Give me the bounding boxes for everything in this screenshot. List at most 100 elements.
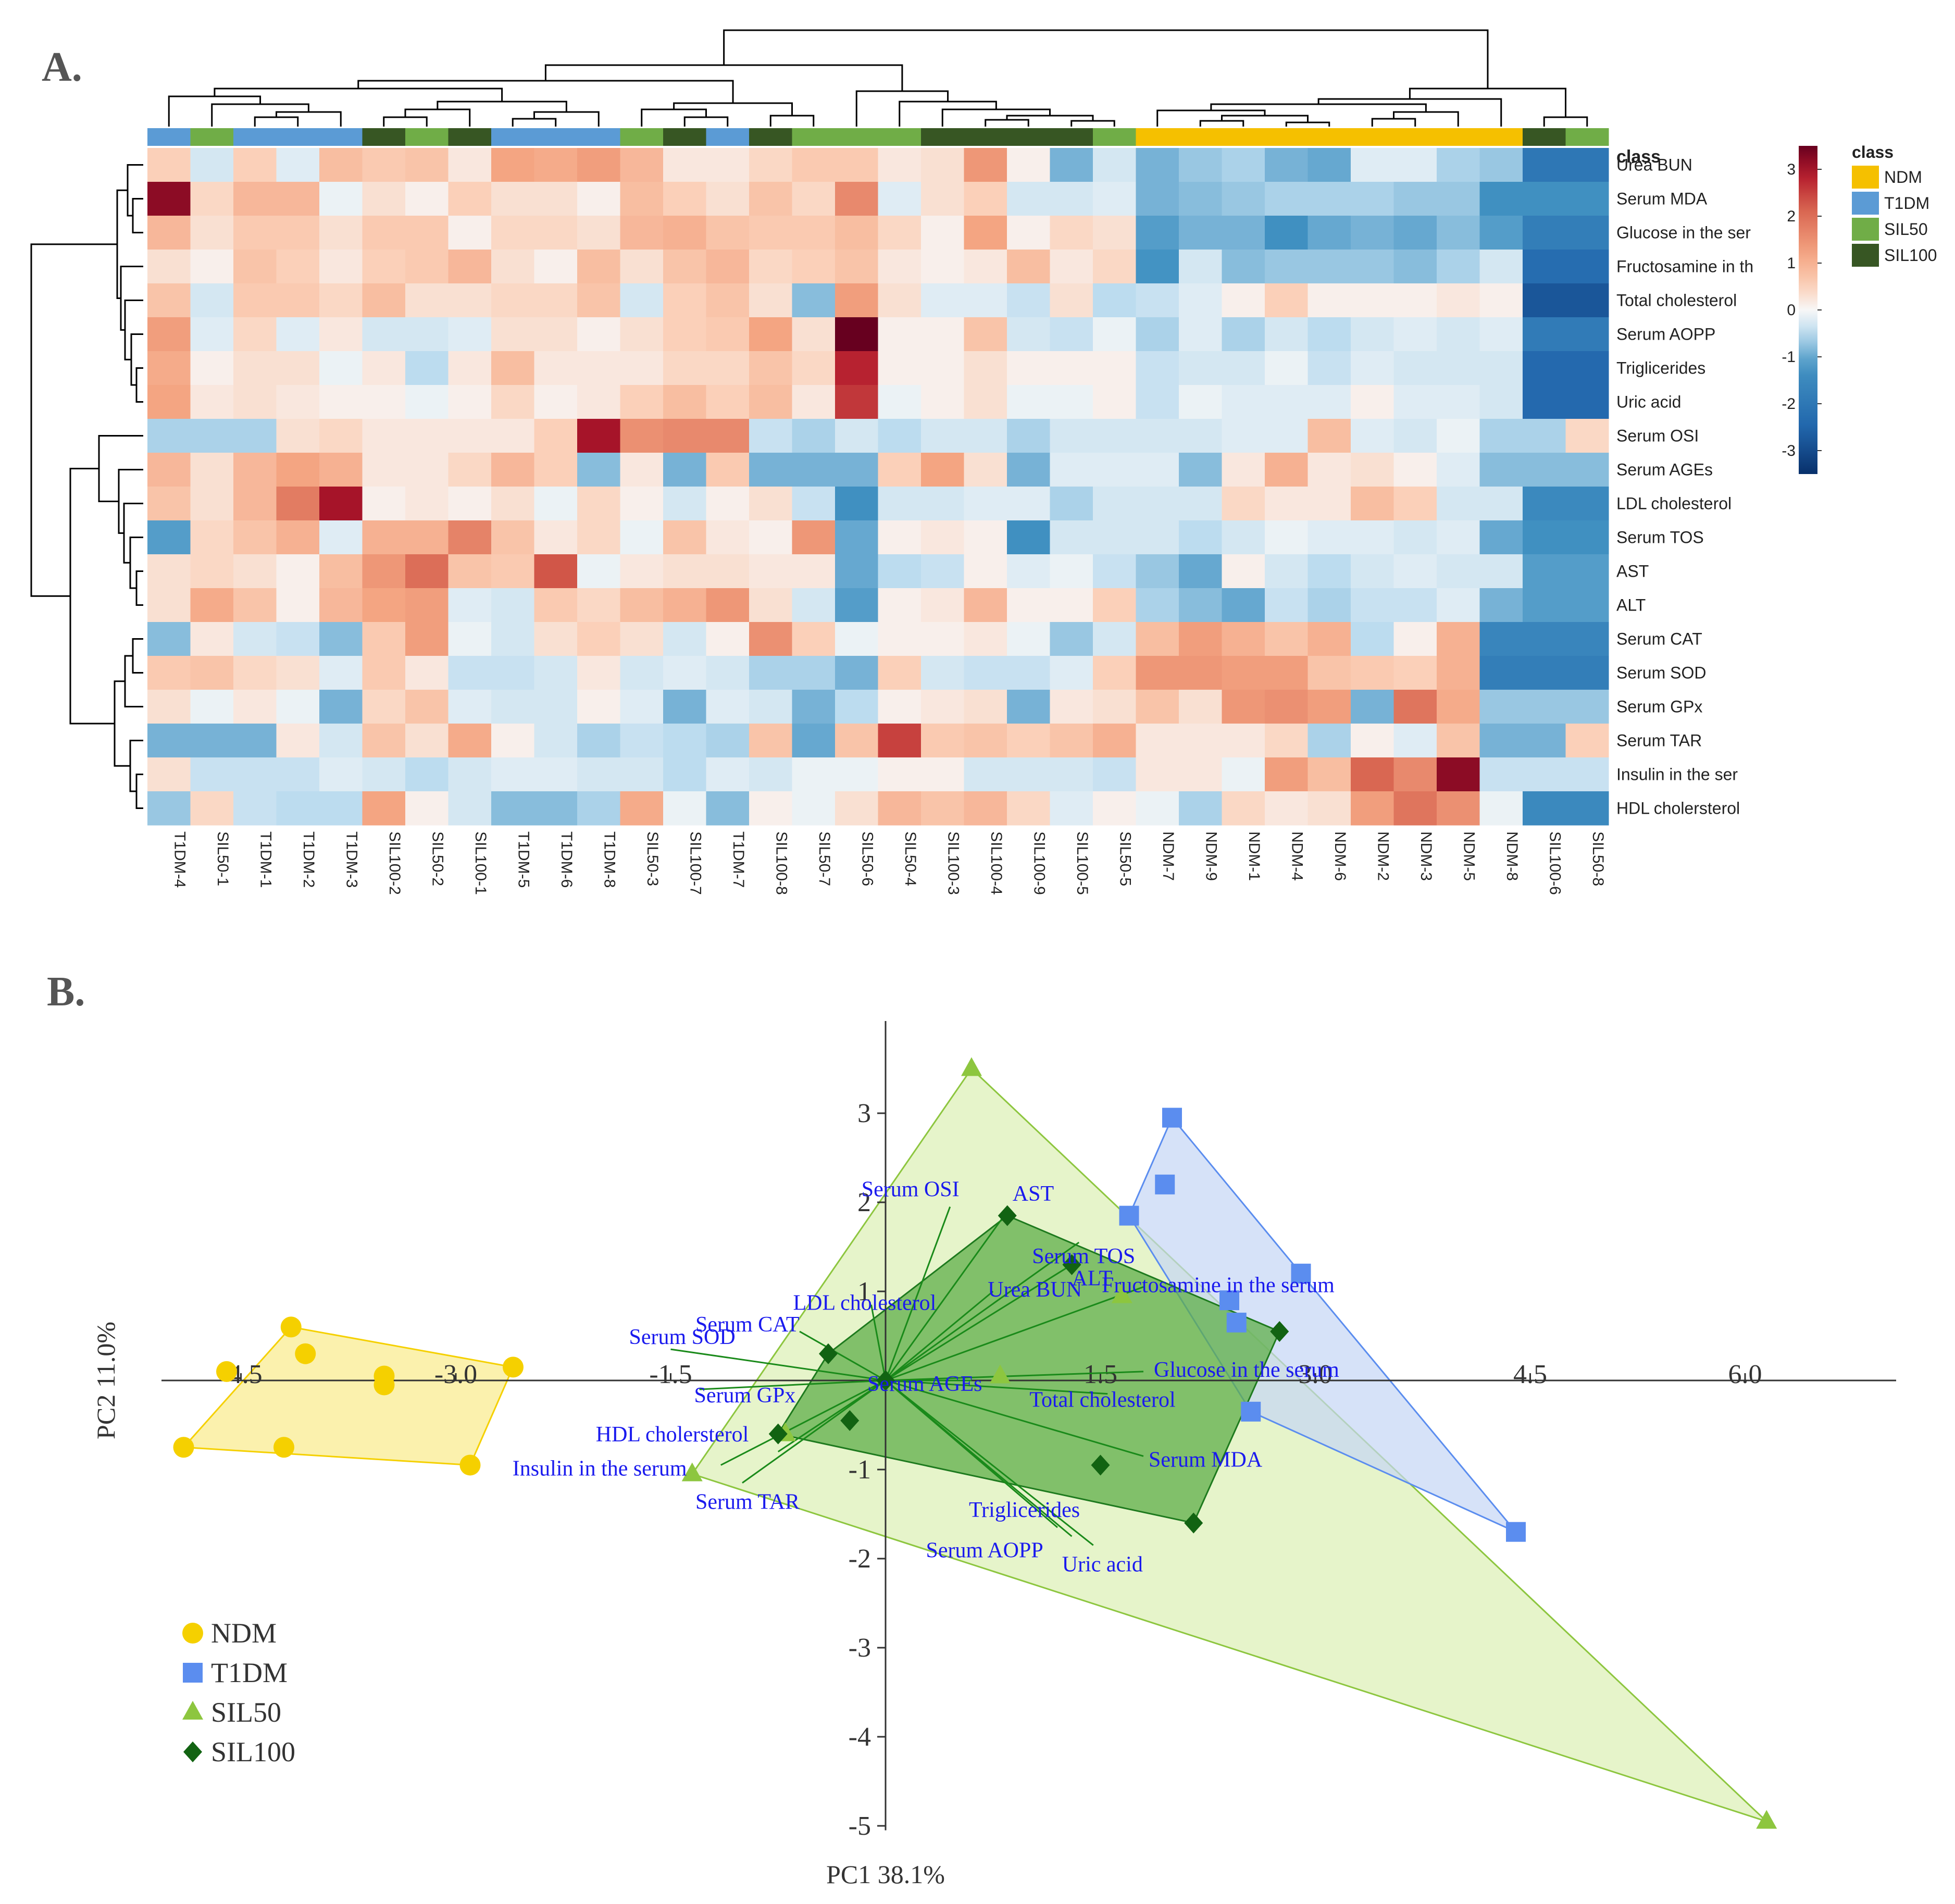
heatmap-cell-fructosamine-in-th-sil50-7: [792, 250, 836, 284]
class-legend-label-t1dm: T1DM: [1884, 194, 1929, 213]
heatmap-cell-glucose-in-the-ser-ndm-8: [1479, 216, 1523, 250]
heatmap-cell-serum-aopp-sil100-8: [749, 317, 792, 352]
heatmap-cell-glucose-in-the-ser-sil100-1: [448, 216, 492, 250]
heatmap-cell-total-cholesterol-sil50-2: [405, 283, 449, 318]
point-sil100-9: [1184, 1512, 1203, 1534]
heatmap-cell-serum-cat-sil100-3: [921, 622, 964, 656]
row-dendrogram-link: [123, 503, 143, 564]
row-dendrogram-link: [114, 680, 130, 767]
heatmap-cell-uric-acid-ndm-1: [1222, 385, 1265, 419]
heatmap-cell-uric-acid-sil50-5: [1093, 385, 1136, 419]
heatmap-cell-serum-cat-t1dm-8: [577, 622, 620, 656]
heatmap-cell-ast-sil100-8: [749, 554, 792, 589]
heatmap-cell-serum-gpx-sil100-6: [1523, 690, 1566, 724]
heatmap-cell-alt-t1dm-5: [491, 588, 534, 623]
heatmap-cell-triglicerides-ndm-5: [1437, 351, 1480, 385]
point-ndm-7: [459, 1454, 481, 1476]
heatmap-cell-total-cholesterol-sil100-7: [663, 283, 706, 318]
heatmap-cell-serum-mda-sil100-9: [1007, 182, 1050, 216]
heatmap-cell-fructosamine-in-th-ndm-4: [1265, 250, 1308, 284]
heatmap-cell-uric-acid-sil50-3: [620, 385, 664, 419]
heatmap-cell-serum-sod-ndm-2: [1351, 656, 1394, 690]
heatmap-cell-urea-bun-ndm-9: [1179, 148, 1222, 182]
heatmap-cell-serum-aopp-ndm-7: [1136, 317, 1179, 352]
heatmap-cell-uric-acid-t1dm-2: [276, 385, 320, 419]
heatmap-cell-serum-aopp-sil100-2: [362, 317, 406, 352]
heatmap-cell-serum-cat-sil100-7: [663, 622, 706, 656]
heatmap-cell-total-cholesterol-sil100-4: [964, 283, 1007, 318]
heatmap-cell-glucose-in-the-ser-ndm-1: [1222, 216, 1265, 250]
heatmap-cell-triglicerides-ndm-9: [1179, 351, 1222, 385]
heatmap-cell-serum-ages-t1dm-7: [706, 453, 750, 487]
class-legend-swatch-sil100: [1852, 244, 1879, 267]
heatmap-cell-total-cholesterol-ndm-6: [1308, 283, 1351, 318]
heatmap-cell-serum-aopp-t1dm-4: [147, 317, 191, 352]
heatmap-cell-serum-ages-sil100-1: [448, 453, 492, 487]
heatmap-cell-serum-aopp-t1dm-3: [319, 317, 363, 352]
color-scale-tick-label: -1: [1782, 349, 1796, 366]
heatmap-cell-serum-mda-ndm-5: [1437, 182, 1480, 216]
heatmap-cell-alt-ndm-8: [1479, 588, 1523, 623]
heatmap-cell-serum-sod-t1dm-6: [534, 656, 578, 690]
heatmap-cell-alt-t1dm-4: [147, 588, 191, 623]
panel-label-a: A.: [42, 44, 82, 90]
heatmap-cell-serum-cat-ndm-2: [1351, 622, 1394, 656]
heatmap-cell-serum-tos-sil50-6: [835, 520, 878, 555]
heatmap-cell-ast-sil100-9: [1007, 554, 1050, 589]
heatmap-cell-serum-mda-ndm-2: [1351, 182, 1394, 216]
column-label-sil50-1: SIL50-1: [214, 831, 231, 886]
dendrogram-link: [383, 116, 428, 127]
class-bar-label: class: [1616, 147, 1661, 167]
heatmap-cell-serum-gpx-sil100-7: [663, 690, 706, 724]
column-dendrogram: [168, 29, 1588, 127]
heatmap-cell-serum-sod-sil50-3: [620, 656, 664, 690]
loading-vector-urea-bun: [885, 1290, 994, 1382]
heatmap-cell-ldl-cholesterol-sil50-1: [190, 487, 234, 521]
legend-label-sil100: SIL100: [211, 1736, 295, 1768]
class-cell-sil50-5: [1093, 128, 1136, 146]
heatmap-cell-fructosamine-in-th-sil100-3: [921, 250, 964, 284]
heatmap-cell-ast-ndm-1: [1222, 554, 1265, 589]
heatmap-cell-fructosamine-in-th-sil100-8: [749, 250, 792, 284]
class-cell-sil50-7: [792, 128, 836, 146]
heatmap-cell-serum-aopp-sil50-7: [792, 317, 836, 352]
heatmap-cell-serum-tar-sil50-6: [835, 724, 878, 758]
class-cell-sil100-2: [362, 128, 406, 146]
heatmap-cell-uric-acid-sil100-7: [663, 385, 706, 419]
heatmap-cell-glucose-in-the-ser-t1dm-3: [319, 216, 363, 250]
dendrogram-link: [211, 103, 309, 127]
dendrogram-link: [1199, 120, 1244, 127]
heatmap-cell-serum-gpx-sil50-3: [620, 690, 664, 724]
heatmap-cell-serum-sod-t1dm-7: [706, 656, 750, 690]
loading-vector-fructosamine-in-the-serum: [885, 1286, 1144, 1382]
heatmap-cell-serum-aopp-t1dm-1: [233, 317, 277, 352]
heatmap-cell-serum-tar-t1dm-2: [276, 724, 320, 758]
heatmap-cell-fructosamine-in-th-sil50-5: [1093, 250, 1136, 284]
heatmap-cell-serum-cat-sil100-6: [1523, 622, 1566, 656]
point-t1dm-5: [1226, 1312, 1247, 1333]
point-t1dm-6: [1291, 1263, 1311, 1284]
heatmap-cell-serum-cat-sil100-2: [362, 622, 406, 656]
column-label-t1dm-2: T1DM-2: [300, 831, 317, 888]
loading-vector-total-cholesterol: [885, 1379, 1108, 1395]
row-label-serum-mda: Serum MDA: [1616, 190, 1708, 208]
heatmap-cell-glucose-in-the-ser-sil100-6: [1523, 216, 1566, 250]
heatmap-cell-total-cholesterol-sil100-9: [1007, 283, 1050, 318]
row-label-uric-acid: Uric acid: [1616, 393, 1681, 412]
heatmap-cell-urea-bun-sil50-3: [620, 148, 664, 182]
heatmap-cell-serum-aopp-sil50-1: [190, 317, 234, 352]
heatmap-cell-uric-acid-t1dm-1: [233, 385, 277, 419]
heatmap-cell-serum-tar-ndm-2: [1351, 724, 1394, 758]
heatmap-cell-insulin-in-the-ser-t1dm-4: [147, 757, 191, 792]
heatmap-cell-ldl-cholesterol-sil100-2: [362, 487, 406, 521]
heatmap-cell-hdl-cholersterol-ndm-1: [1222, 791, 1265, 826]
heatmap-cell-serum-sod-sil100-6: [1523, 656, 1566, 690]
heatmap-cell-triglicerides-sil50-4: [878, 351, 922, 385]
heatmap-cell-triglicerides-sil50-8: [1565, 351, 1609, 385]
y-tick-label: -1: [849, 1455, 871, 1485]
heatmap-cell-fructosamine-in-th-sil50-2: [405, 250, 449, 284]
class-cell-sil100-8: [749, 128, 792, 146]
heatmap-cell-total-cholesterol-t1dm-8: [577, 283, 620, 318]
heatmap-cell-insulin-in-the-ser-sil100-7: [663, 757, 706, 792]
color-scale-tick-label: 1: [1787, 255, 1796, 272]
